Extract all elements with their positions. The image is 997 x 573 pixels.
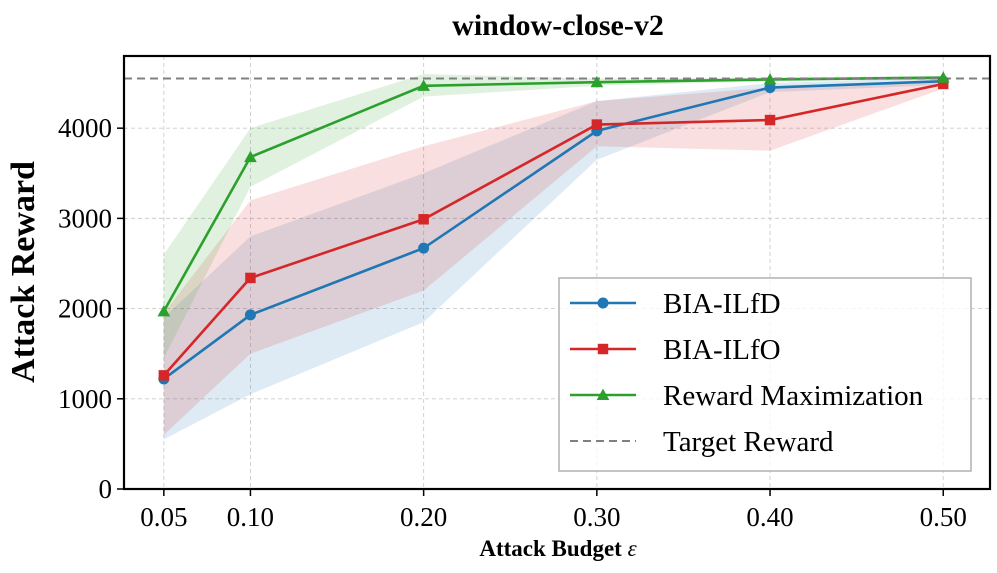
legend-label-target-reward: Target Reward [663,426,834,458]
marker-reward-maximization [244,150,257,163]
marker-bia-ilfo [938,78,949,90]
y-tick-label: 0 [99,474,113,504]
marker-reward-maximization [590,75,604,88]
marker-bia-ilfd [244,309,256,321]
legend-label-bia-ilfd: BIA-ILfD [663,288,781,320]
legend-entries: BIA-ILfD BIA-ILfO Reward Maximization Targe… [570,288,924,458]
line-bia-ilfo [162,82,944,377]
y-tick-label: 2000 [58,294,112,324]
legend-marker-reward-maximization [596,388,610,401]
x-tick-label: 0.40 [746,502,793,532]
series-markers [157,71,950,385]
marker-bia-ilfo [591,119,603,130]
legend-label-reward-maximization: Reward Maximization [663,380,924,412]
marker-bia-ilfd [418,242,430,254]
marker-reward-maximization [417,79,430,91]
series-lines [162,76,944,380]
y-axis-label: Attack Reward [5,161,42,383]
x-tick-label: 0.50 [920,502,967,532]
y-tick-label: 3000 [58,203,112,233]
marker-bia-ilfo [158,370,170,381]
legend-marker-bia-ilfo [597,343,609,355]
confidence-bands [163,74,944,440]
legend-box [558,277,972,472]
line-reward-maximization [162,76,944,312]
marker-reward-maximization [936,71,950,83]
legend: BIA-ILfD BIA-ILfO Reward Maximization Targe… [558,277,972,472]
plot-area [122,54,992,491]
x-tick-label: 0.10 [227,502,274,532]
band-bia-ilfo [163,79,944,435]
band-bia-ilfd [163,77,944,440]
marker-bia-ilfo [764,114,776,126]
marker-reward-maximization [763,73,777,85]
marker-bia-ilfo [418,214,429,225]
x-tick-label: 0.30 [573,502,620,532]
x-axis-label-symbol: ε [628,536,638,561]
axis-ticks: 0.05 0.10 0.20 0.30 0.40 0.50 0 1000 2000 3000 400… [58,113,967,532]
x-tick-label: 0.20 [400,502,447,532]
x-tick-label: 0.05 [140,502,187,532]
x-axis-label-text: Attack Budget [479,536,622,561]
legend-label-bia-ilfo: BIA-ILfO [663,334,781,366]
x-axis-label: Attack Budget ε [479,536,637,561]
marker-bia-ilfd [764,82,776,94]
marker-reward-maximization [157,304,171,317]
chart-title: window-close-v2 [452,9,664,42]
marker-bia-ilfo [245,272,256,284]
line-bia-ilfd [163,79,944,380]
legend-marker-bia-ilfd [597,297,609,309]
y-tick-label: 4000 [58,113,112,143]
y-tick-label: 1000 [58,384,112,414]
